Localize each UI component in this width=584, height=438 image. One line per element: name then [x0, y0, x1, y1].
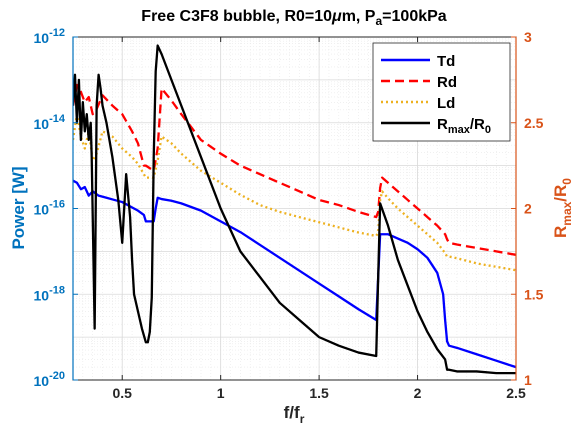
y-right-tick-label: 3 — [524, 29, 532, 45]
tick-layer: 0.5 1 1.5 2 2.5 10-20 10-18 10-16 10-14 10-12 1 1.5… — [34, 27, 544, 401]
legend-label-rd: Rd — [437, 74, 457, 91]
y-left-tick-label: 10-14 — [34, 113, 66, 132]
y-right-tick-label: 2 — [524, 201, 532, 217]
legend-label-td: Td — [437, 53, 455, 70]
y-axis-label-left: Power [W] — [9, 166, 28, 249]
legend: Td Rd Ld Rmax/R0 — [372, 42, 511, 142]
y-left-tick-label: 10-12 — [34, 27, 65, 46]
legend-entry-td: Td — [381, 53, 455, 70]
legend-entry-rd: Rd — [381, 74, 457, 91]
y-left-tick-label: 10-20 — [34, 370, 65, 389]
y-axis-label-right: Rmax/R0 — [551, 178, 574, 238]
series-line-td — [73, 179, 516, 369]
y-left-tick-label: 10-18 — [34, 284, 65, 303]
y-right-tick-label: 2.5 — [524, 115, 544, 131]
chart-title: Free C3F8 bubble, R0=10μm, Pa=100kPa — [141, 8, 446, 28]
x-tick-label: 1 — [217, 385, 225, 401]
series-line-ld — [73, 113, 516, 272]
x-axis-label: f/fr — [284, 403, 305, 426]
legend-label-ld: Ld — [437, 95, 455, 112]
y-right-tick-label: 1 — [524, 372, 532, 388]
legend-entry-rmax: Rmax/R0 — [381, 116, 491, 136]
y-right-tick-label: 1.5 — [524, 286, 544, 302]
x-tick-label: 1.5 — [309, 385, 329, 401]
series-line-rd — [73, 83, 516, 256]
legend-label-rmax: Rmax/R0 — [437, 116, 491, 136]
x-tick-label: 0.5 — [112, 385, 132, 401]
x-tick-label: 2.5 — [506, 385, 526, 401]
series-line-rmax — [73, 44, 516, 375]
legend-entry-ld: Ld — [381, 95, 455, 112]
x-tick-label: 2 — [414, 385, 422, 401]
y-left-tick-label: 10-16 — [34, 199, 65, 218]
series-layer — [73, 44, 516, 375]
